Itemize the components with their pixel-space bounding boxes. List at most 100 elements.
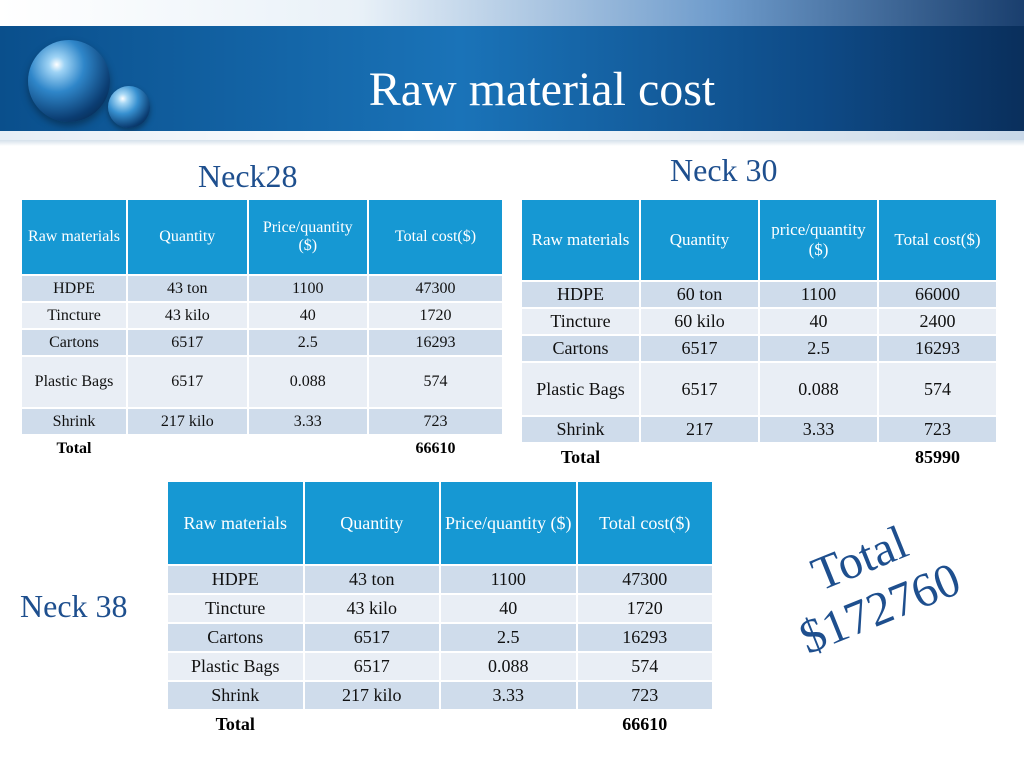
cell: 43 kilo: [126, 301, 249, 330]
cell: [758, 442, 879, 472]
cell: [639, 442, 760, 472]
cell: 3.33: [439, 680, 578, 711]
cell: Tincture: [166, 593, 305, 624]
banner-top-stripe: [0, 0, 1024, 26]
cell: 217 kilo: [126, 407, 249, 436]
cell: 43 ton: [126, 274, 249, 303]
table-row: Cartons 6517 2.5 16293: [520, 334, 998, 363]
cell: 2.5: [246, 328, 370, 357]
cell: 1720: [367, 301, 504, 330]
cell: 2.5: [439, 622, 578, 653]
header-quantity: Quantity: [126, 198, 249, 276]
cell: Cartons: [19, 328, 129, 357]
table-row: Shrink 217 3.33 723: [520, 415, 998, 444]
cell: HDPE: [166, 564, 305, 595]
cell: Plastic Bags: [19, 355, 129, 409]
slide-title: Raw material cost: [368, 63, 716, 116]
cell: 0.088: [246, 355, 370, 409]
cell: 3.33: [758, 415, 879, 444]
cell: Tincture: [520, 307, 641, 336]
cell: Plastic Bags: [166, 651, 305, 682]
table-header-row: Raw materials Quantity price/quantity ($…: [520, 198, 998, 282]
cell: 6517: [639, 361, 760, 417]
table-row: Tincture 43 kilo 40 1720: [166, 593, 714, 624]
total-label: Total: [166, 709, 305, 740]
table-row: Plastic Bags 6517 0.088 574: [520, 361, 998, 417]
header-total-cost: Total cost($): [575, 480, 714, 566]
blue-sphere-small-icon: [108, 86, 150, 128]
cell: Shrink: [166, 680, 305, 711]
cell: 0.088: [758, 361, 879, 417]
table-row: Tincture 43 kilo 40 1720: [19, 301, 504, 330]
cell: [439, 709, 578, 740]
cell: 40: [439, 593, 578, 624]
table-header-row: Raw materials Quantity Price/quantity ($…: [19, 198, 504, 276]
neck28-cost-table: Raw materials Quantity Price/quantity ($…: [19, 198, 504, 464]
cell: 574: [367, 355, 504, 409]
cell: 47300: [575, 564, 714, 595]
cell: 0.088: [439, 651, 578, 682]
header-divider: [0, 140, 1024, 146]
table-row: HDPE 43 ton 1100 47300: [19, 274, 504, 303]
total-value: 66610: [575, 709, 714, 740]
total-value: 66610: [367, 434, 504, 464]
header-raw-materials: Raw materials: [520, 198, 641, 282]
cell: 60 kilo: [639, 307, 760, 336]
cell: 6517: [302, 622, 441, 653]
header-quantity: Quantity: [639, 198, 760, 282]
cell: 60 ton: [639, 280, 760, 309]
header-raw-materials: Raw materials: [19, 198, 129, 276]
table-row: Plastic Bags 6517 0.088 574: [166, 651, 714, 682]
cell: 6517: [126, 355, 249, 409]
table-row: HDPE 43 ton 1100 47300: [166, 564, 714, 595]
cell: 217: [639, 415, 760, 444]
header-price-quantity: Price/quantity ($): [246, 198, 370, 276]
cell: 6517: [126, 328, 249, 357]
header-total-cost: Total cost($): [877, 198, 998, 282]
neck30-cost-table: Raw materials Quantity price/quantity ($…: [520, 198, 998, 472]
cell: 1100: [439, 564, 578, 595]
table-row: Shrink 217 kilo 3.33 723: [19, 407, 504, 436]
cell: 3.33: [246, 407, 370, 436]
cell: 574: [877, 361, 998, 417]
cell: 16293: [367, 328, 504, 357]
cell: 1100: [758, 280, 879, 309]
table-row: Cartons 6517 2.5 16293: [166, 622, 714, 653]
table-row: Tincture 60 kilo 40 2400: [520, 307, 998, 336]
cell: 47300: [367, 274, 504, 303]
header-price-quantity: price/quantity ($): [758, 198, 879, 282]
neck38-cost-table: Raw materials Quantity Price/quantity ($…: [166, 480, 714, 740]
total-value: 85990: [877, 442, 998, 472]
total-label: Total: [19, 434, 129, 464]
cell: Cartons: [520, 334, 641, 363]
cell: Plastic Bags: [520, 361, 641, 417]
table-total-row: Total 85990: [520, 442, 998, 472]
cell: 217 kilo: [302, 680, 441, 711]
cell: 40: [758, 307, 879, 336]
header-raw-materials: Raw materials: [166, 480, 305, 566]
cell: [126, 434, 249, 464]
table-header-row: Raw materials Quantity Price/quantity ($…: [166, 480, 714, 566]
cell: 2400: [877, 307, 998, 336]
table-row: Cartons 6517 2.5 16293: [19, 328, 504, 357]
cell: 2.5: [758, 334, 879, 363]
table-label-neck28: Neck28: [198, 158, 298, 194]
cell: 574: [575, 651, 714, 682]
header-total-cost: Total cost($): [367, 198, 504, 276]
table-total-row: Total 66610: [19, 434, 504, 464]
table-total-row: Total 66610: [166, 709, 714, 740]
cell: 40: [246, 301, 370, 330]
table-row: HDPE 60 ton 1100 66000: [520, 280, 998, 309]
title-banner: Raw material cost: [0, 0, 1024, 140]
cell: 723: [575, 680, 714, 711]
header-quantity: Quantity: [302, 480, 441, 566]
cell: 16293: [877, 334, 998, 363]
blue-sphere-icon: [28, 40, 110, 122]
cell: 723: [367, 407, 504, 436]
table-label-neck30: Neck 30: [670, 152, 778, 188]
cell: 43 ton: [302, 564, 441, 595]
header-price-quantity: Price/quantity ($): [439, 480, 578, 566]
cell: [246, 434, 370, 464]
cell: [302, 709, 441, 740]
table-row: Shrink 217 kilo 3.33 723: [166, 680, 714, 711]
